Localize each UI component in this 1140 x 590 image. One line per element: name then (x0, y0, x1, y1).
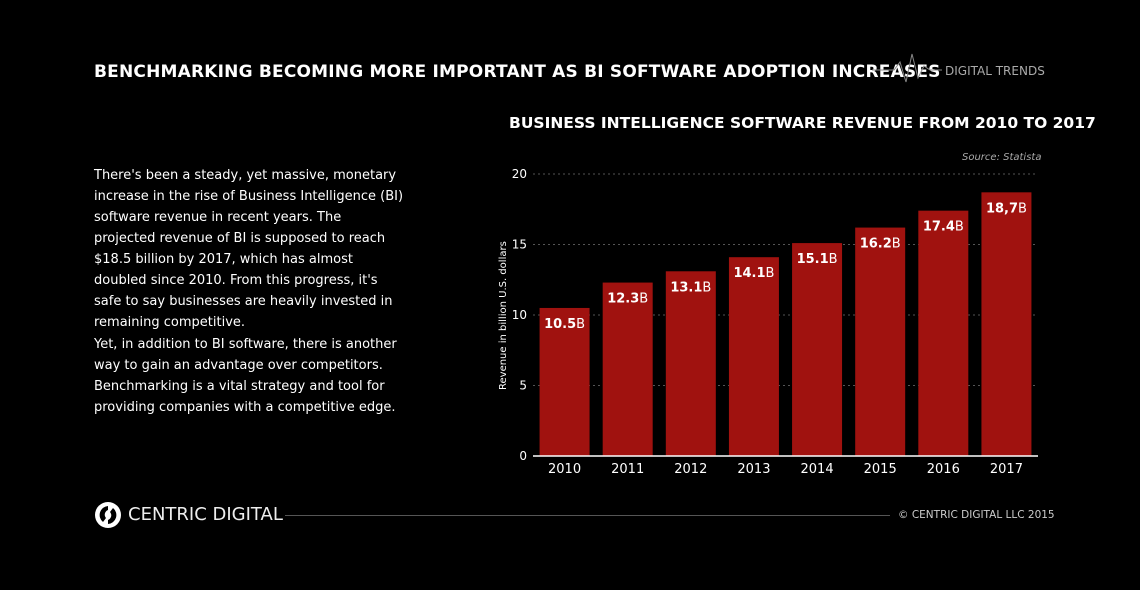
data-label: 15.1B (797, 252, 838, 267)
copyright: © CENTRIC DIGITAL LLC 2015 (898, 509, 1055, 521)
body-paragraph: There's been a steady, yet massive, mone… (94, 168, 404, 330)
y-tick-label: 5 (519, 379, 527, 393)
bar (665, 271, 716, 456)
bar (792, 243, 843, 456)
y-tick-label: 10 (512, 308, 527, 322)
chart-title: BUSINESS INTELLIGENCE SOFTWARE REVENUE F… (509, 114, 1096, 132)
body-paragraph: Yet, in addition to BI software, there i… (94, 337, 397, 415)
x-tick-label: 2016 (927, 462, 960, 477)
chart-source: Source: Statista (962, 152, 1042, 163)
x-tick-label: 2010 (548, 462, 581, 477)
data-label: 12.3B (607, 292, 648, 307)
data-label: 10.5B (544, 317, 585, 332)
pulse-icon (872, 53, 942, 83)
centric-logo-icon (95, 502, 121, 528)
footer-divider (285, 515, 890, 516)
x-tick-label: 2011 (611, 462, 644, 477)
bar (602, 282, 653, 456)
x-tick-label: 2014 (801, 462, 834, 477)
data-label: 18,7B (986, 201, 1027, 216)
bar (728, 257, 779, 456)
brand-label: DIGITAL TRENDS (945, 64, 1045, 78)
data-label: 17.4B (923, 220, 964, 235)
x-tick-label: 2013 (737, 462, 770, 477)
y-tick-label: 0 (519, 449, 527, 463)
bar (981, 192, 1032, 456)
x-tick-label: 2012 (674, 462, 707, 477)
data-label: 16.2B (860, 237, 901, 252)
bar (855, 227, 906, 456)
data-label: 14.1B (733, 266, 774, 281)
y-tick-label: 15 (512, 238, 527, 252)
bar (539, 307, 590, 456)
bar (918, 210, 969, 456)
x-tick-label: 2017 (990, 462, 1023, 477)
x-tick-label: 2015 (864, 462, 897, 477)
logo-text: CENTRIC DIGITAL (128, 504, 283, 525)
page-title: BENCHMARKING BECOMING MORE IMPORTANT AS … (94, 62, 941, 82)
data-label: 13.1B (670, 280, 711, 295)
y-tick-label: 20 (512, 167, 527, 181)
